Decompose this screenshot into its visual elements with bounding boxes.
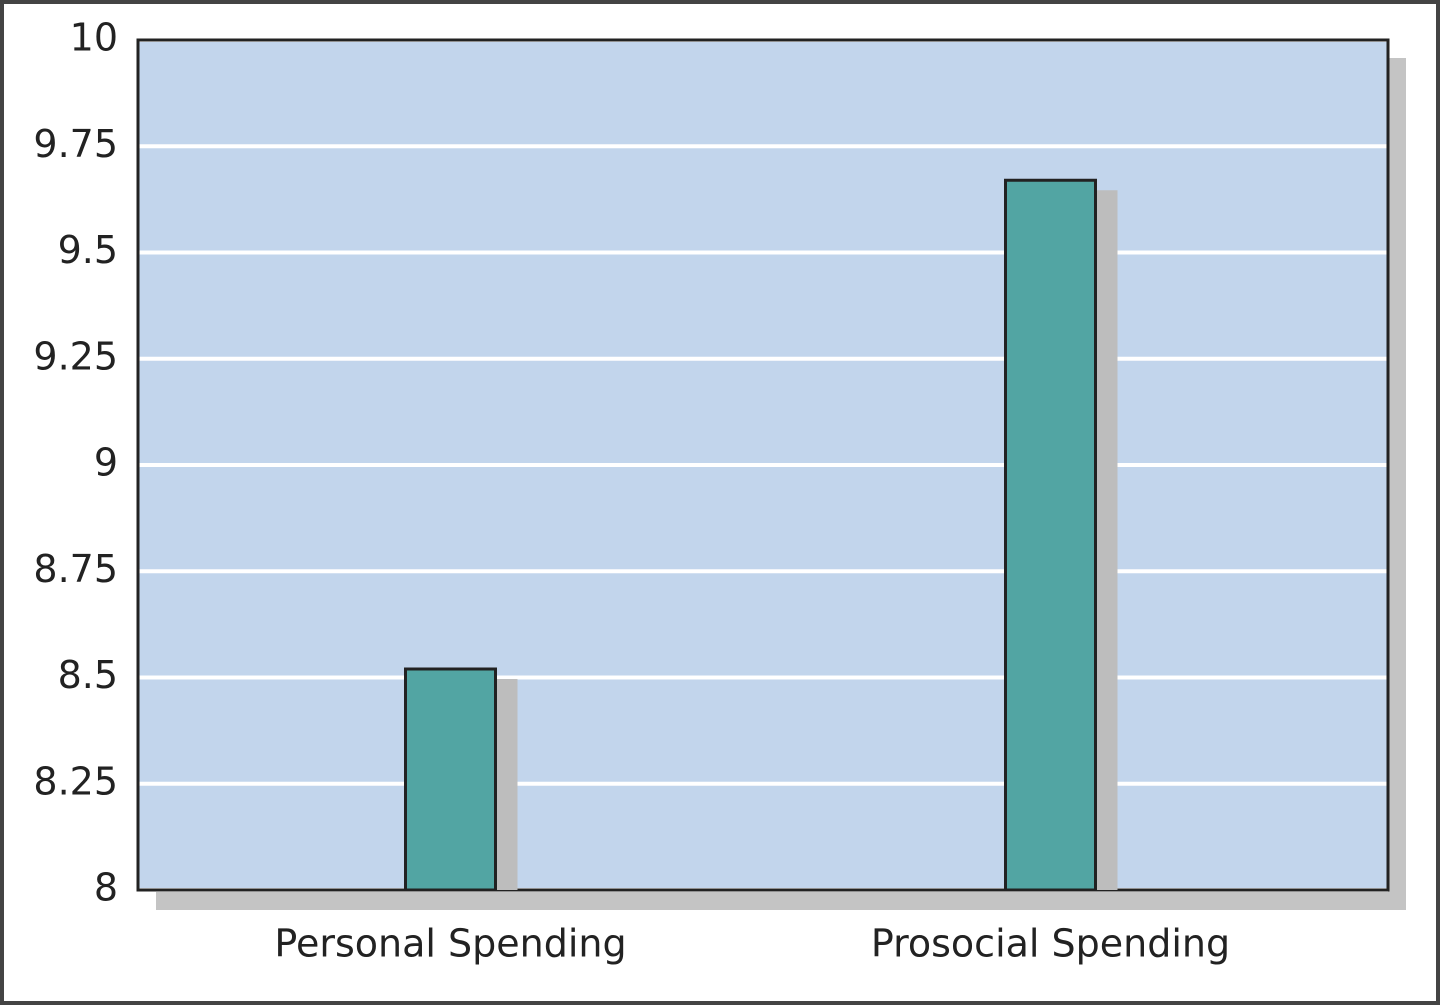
y-tick-label: 8.75	[33, 547, 118, 591]
plot-border	[136, 38, 1390, 892]
x-tick-label: Prosocial Spending	[871, 922, 1230, 966]
y-tick-label: 8.25	[33, 759, 118, 803]
bar	[1004, 178, 1097, 892]
y-tick-label: 10	[70, 16, 118, 60]
y-tick-label: 9	[94, 441, 118, 485]
y-tick-label: 9.75	[33, 122, 118, 166]
y-tick-label: 8	[94, 866, 118, 910]
bar	[404, 667, 497, 892]
y-tick-label: 9.25	[33, 334, 118, 378]
y-tick-label: 8.5	[58, 653, 118, 697]
x-tick-label: Personal Spending	[274, 922, 626, 966]
y-tick-label: 9.5	[58, 228, 118, 272]
